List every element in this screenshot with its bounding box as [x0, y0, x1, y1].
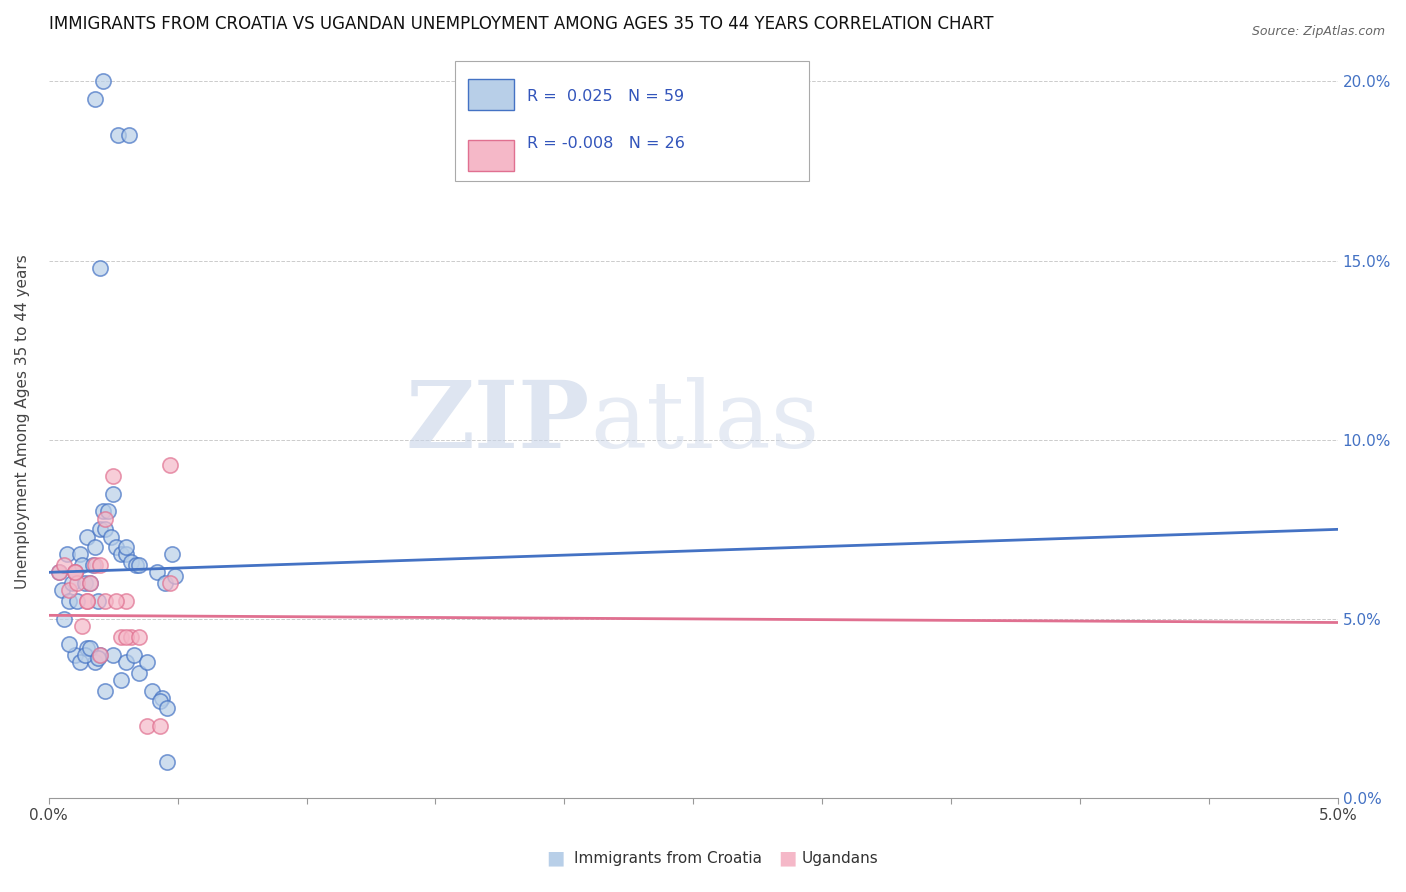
Point — [89, 522, 111, 536]
Point — [72, 619, 94, 633]
Point — [103, 468, 125, 483]
Point — [58, 594, 80, 608]
Point — [84, 558, 107, 573]
Point — [103, 486, 125, 500]
Point — [76, 529, 98, 543]
Point — [63, 566, 86, 580]
Point — [128, 558, 150, 573]
Point — [63, 648, 86, 662]
Point — [153, 576, 176, 591]
Point — [125, 558, 148, 573]
Point — [97, 504, 120, 518]
Point — [104, 541, 127, 555]
Point — [91, 504, 114, 518]
Text: atlas: atlas — [591, 376, 820, 467]
Point — [118, 128, 141, 143]
Point — [73, 648, 96, 662]
Point — [82, 558, 104, 573]
Point — [103, 648, 125, 662]
Point — [110, 630, 132, 644]
Point — [156, 701, 179, 715]
Point — [63, 566, 86, 580]
Point — [51, 583, 73, 598]
Point — [53, 612, 76, 626]
Point — [104, 594, 127, 608]
Point — [84, 541, 107, 555]
FancyBboxPatch shape — [454, 61, 810, 181]
Point — [150, 690, 173, 705]
Point — [69, 655, 91, 669]
Point — [94, 522, 117, 536]
Point — [84, 655, 107, 669]
Point — [120, 630, 142, 644]
FancyBboxPatch shape — [468, 79, 515, 111]
Point — [87, 651, 110, 665]
Point — [100, 529, 122, 543]
Text: R =  0.025   N = 59: R = 0.025 N = 59 — [527, 89, 685, 104]
Point — [110, 673, 132, 687]
Point — [72, 558, 94, 573]
Point — [165, 569, 187, 583]
Point — [162, 548, 184, 562]
Text: R = -0.008   N = 26: R = -0.008 N = 26 — [527, 136, 685, 151]
Point — [107, 128, 129, 143]
FancyBboxPatch shape — [468, 140, 515, 171]
Point — [89, 260, 111, 275]
Point — [84, 92, 107, 106]
Point — [149, 719, 172, 733]
Point — [79, 576, 101, 591]
Point — [94, 594, 117, 608]
Point — [69, 548, 91, 562]
Point — [110, 548, 132, 562]
Point — [115, 594, 138, 608]
Point — [115, 630, 138, 644]
Point — [56, 548, 79, 562]
Point — [79, 576, 101, 591]
Text: ■: ■ — [778, 848, 797, 868]
Point — [115, 655, 138, 669]
Text: IMMIGRANTS FROM CROATIA VS UGANDAN UNEMPLOYMENT AMONG AGES 35 TO 44 YEARS CORREL: IMMIGRANTS FROM CROATIA VS UGANDAN UNEMP… — [49, 15, 993, 33]
Point — [60, 576, 83, 591]
Point — [94, 511, 117, 525]
Point — [115, 548, 138, 562]
Y-axis label: Unemployment Among Ages 35 to 44 years: Unemployment Among Ages 35 to 44 years — [15, 254, 30, 590]
Point — [120, 555, 142, 569]
Point — [53, 558, 76, 573]
Point — [128, 665, 150, 680]
Point — [76, 594, 98, 608]
Text: Source: ZipAtlas.com: Source: ZipAtlas.com — [1251, 25, 1385, 38]
Point — [66, 594, 89, 608]
Point — [159, 458, 181, 472]
Point — [89, 648, 111, 662]
Point — [87, 594, 110, 608]
Point — [73, 576, 96, 591]
Point — [58, 637, 80, 651]
Point — [48, 566, 70, 580]
Point — [141, 683, 163, 698]
Point — [146, 566, 169, 580]
Point — [76, 594, 98, 608]
Point — [91, 74, 114, 88]
Text: Immigrants from Croatia: Immigrants from Croatia — [574, 851, 762, 865]
Point — [76, 640, 98, 655]
Text: ZIP: ZIP — [406, 376, 591, 467]
Point — [48, 566, 70, 580]
Point — [159, 576, 181, 591]
Point — [156, 756, 179, 770]
Point — [94, 683, 117, 698]
Point — [115, 541, 138, 555]
Point — [89, 558, 111, 573]
Text: Ugandans: Ugandans — [801, 851, 879, 865]
Point — [135, 655, 157, 669]
Point — [149, 694, 172, 708]
Point — [79, 640, 101, 655]
Text: ■: ■ — [546, 848, 565, 868]
Point — [58, 583, 80, 598]
Point — [135, 719, 157, 733]
Point — [122, 648, 145, 662]
Point — [128, 630, 150, 644]
Point — [89, 648, 111, 662]
Point — [66, 576, 89, 591]
Point — [63, 566, 86, 580]
